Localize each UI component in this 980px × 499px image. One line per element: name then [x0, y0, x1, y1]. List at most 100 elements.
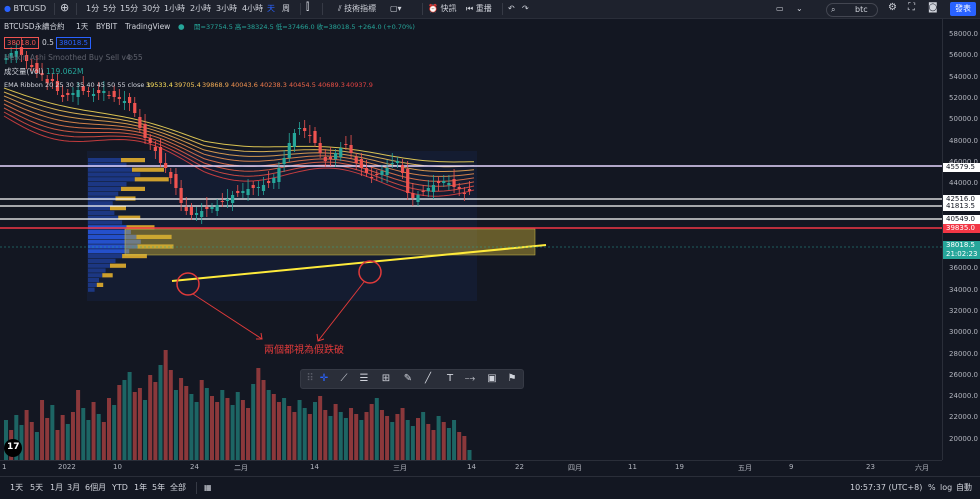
volume-bar: [385, 416, 390, 460]
volume-bar: [436, 416, 441, 460]
interval-30m[interactable]: 30分: [142, 4, 161, 13]
interval-15m[interactable]: 15分: [120, 4, 139, 13]
auto-toggle[interactable]: 自動: [956, 483, 972, 492]
interval-1h[interactable]: 1小時: [164, 4, 186, 13]
range-all[interactable]: 全部: [170, 483, 186, 492]
volume-bar: [343, 418, 348, 460]
volume-bar: [246, 408, 251, 460]
annotation-text[interactable]: 兩個都視為假跌破: [264, 345, 344, 356]
candle-body: [200, 211, 204, 217]
alert-button[interactable]: ⏰ 快訊: [428, 3, 457, 15]
volume-bar: [86, 420, 91, 460]
drag-handle-icon[interactable]: ⠿: [306, 373, 314, 384]
pen-icon[interactable]: ✎: [403, 373, 413, 384]
indicators-button[interactable]: ⫽ 技術指標: [338, 3, 376, 15]
range-1m[interactable]: 1月: [50, 483, 64, 492]
ask-box[interactable]: 38018.5: [56, 37, 91, 49]
support-zone[interactable]: [124, 228, 536, 256]
symbol-search-button[interactable]: ● BTCUSD: [4, 3, 46, 15]
arrow-1[interactable]: [192, 293, 263, 340]
publish-button[interactable]: 發表: [950, 2, 976, 16]
range-5y[interactable]: 5年: [152, 483, 166, 492]
fullscreen-icon[interactable]: ⛶: [908, 2, 915, 13]
camera-icon[interactable]: ◙: [928, 2, 938, 13]
time-tick-label: 11: [628, 463, 637, 471]
trend-line[interactable]: [171, 244, 547, 282]
measure-icon[interactable]: ⤍: [464, 373, 476, 384]
range-1d[interactable]: 1天: [10, 483, 24, 492]
circle-marker-2[interactable]: [358, 260, 382, 284]
redo-icon[interactable]: ↷: [522, 4, 529, 13]
candle-body: [81, 86, 85, 91]
candle-body: [431, 185, 436, 192]
time-tick-label: 23: [866, 463, 875, 471]
templates-icon[interactable]: ▢▾: [390, 4, 402, 13]
divider: [54, 3, 55, 15]
candle-body: [76, 90, 80, 97]
goto-date-icon[interactable]: ▦: [204, 483, 212, 492]
candle-body: [117, 97, 121, 99]
arrow-2[interactable]: [317, 281, 365, 342]
range-3m[interactable]: 3月: [67, 483, 81, 492]
trend-line-icon[interactable]: ⟋: [340, 373, 348, 384]
interval-1w[interactable]: 周: [282, 4, 290, 13]
eye-hidden-icon[interactable]: ⊘: [127, 53, 134, 62]
legend-exchange: BYBIT: [96, 22, 118, 31]
frame-icon[interactable]: ▣: [487, 373, 497, 384]
log-toggle[interactable]: log: [940, 483, 953, 492]
chart-type-candles-icon[interactable]: ⫿: [306, 2, 310, 13]
interval-1d[interactable]: 天: [267, 4, 275, 13]
tradingview-logo[interactable]: 17: [4, 439, 22, 457]
layout-dropdown-icon[interactable]: ⌄: [796, 4, 803, 13]
interval-4h[interactable]: 4小時: [242, 4, 264, 13]
interval-2h[interactable]: 2小時: [190, 4, 212, 13]
crosshair-icon[interactable]: ✛: [319, 373, 329, 384]
candle-body: [462, 193, 466, 194]
text-icon[interactable]: T: [446, 373, 454, 384]
layout-icon[interactable]: ▭: [776, 4, 784, 13]
legend-ema[interactable]: EMA Ribbon 20 25 30 35 40 45 50 55 close…: [4, 81, 151, 89]
range-5d[interactable]: 5天: [30, 483, 44, 492]
time-tick-label: 24: [190, 463, 199, 471]
horizontal-lines[interactable]: [0, 165, 942, 229]
compare-add-icon[interactable]: ⊕: [60, 1, 70, 14]
profile-bar-up: [136, 234, 172, 239]
interval-3h[interactable]: 3小時: [216, 4, 238, 13]
line-icon[interactable]: ╱: [424, 373, 432, 384]
bid-box[interactable]: 38018.0: [4, 37, 39, 49]
clock[interactable]: 10:57:37 (UTC+8): [850, 483, 923, 492]
legend-heikin[interactable]: Heikin Ashi Smoothed Buy Sell v4 55: [4, 53, 143, 62]
candle-body: [164, 163, 168, 168]
interval-5m[interactable]: 5分: [103, 4, 117, 13]
quick-search-input[interactable]: ⌕ btc: [826, 3, 878, 17]
volume-bar: [446, 428, 451, 460]
flag-icon[interactable]: ⚑: [507, 373, 517, 384]
volume-bar: [328, 416, 333, 460]
candle-body: [236, 191, 240, 193]
profile-bar-down: [88, 244, 138, 249]
price-chart[interactable]: [0, 18, 942, 460]
candle-body: [97, 90, 101, 93]
time-axis[interactable]: [0, 460, 942, 477]
horizontal-lines-icon[interactable]: ☰: [359, 373, 369, 384]
legend-volume[interactable]: 成交量(Vol): [4, 67, 44, 76]
candle-body: [91, 94, 96, 96]
circle-marker-1[interactable]: [176, 272, 200, 296]
arrow-2-head: [316, 333, 325, 342]
settings-icon[interactable]: ⚙: [888, 2, 897, 13]
candle-body: [102, 91, 106, 93]
range-6m[interactable]: 6個月: [85, 483, 107, 492]
grid-icon[interactable]: ⊞: [381, 373, 391, 384]
range-ytd[interactable]: YTD: [112, 483, 128, 492]
legend-title[interactable]: BTCUSD永續合約: [4, 22, 65, 31]
percent-toggle[interactable]: %: [928, 483, 936, 492]
range-1y[interactable]: 1年: [134, 483, 148, 492]
time-tick-label: 14: [310, 463, 319, 471]
interval-1m[interactable]: 1分: [86, 4, 100, 13]
undo-icon[interactable]: ↶: [508, 4, 515, 13]
price-axis[interactable]: 58000.0 56000.0 54000.0 52000.0 50000.0 48000…: [942, 18, 980, 460]
candle-body: [344, 144, 348, 145]
legend-ohlc: 開=37754.5 高=38324.5 低=37466.0 收=38018.5 …: [194, 23, 415, 31]
replay-button[interactable]: ⏮ 重播: [466, 3, 492, 15]
candle-body: [179, 188, 183, 203]
